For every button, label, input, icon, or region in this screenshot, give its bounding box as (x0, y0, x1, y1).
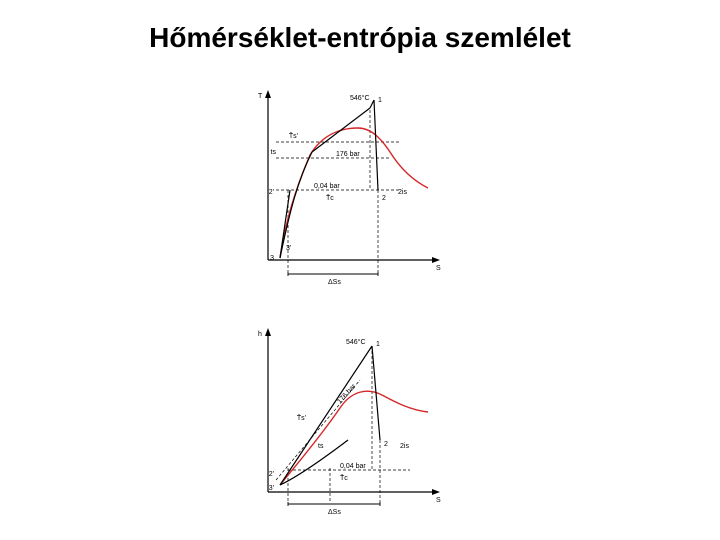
label-3p: 3' (286, 245, 291, 252)
label-2p: 2' (269, 189, 274, 196)
label-deltaSs: ΔSs (328, 509, 341, 516)
label-2: 2 (382, 195, 386, 202)
hs-diagram: h S 546°C 1 T̄s' ts 176 bar 0,04 bar T̄c… (240, 320, 460, 525)
label-2is: 2is (400, 443, 409, 450)
label-ts: ts (318, 443, 324, 450)
label-2p: 2' (269, 471, 274, 478)
page-title: Hőmérséklet-entrópia szemlélet (0, 22, 720, 54)
delta-s-bracket (288, 502, 380, 506)
label-temp: 546°C (346, 338, 366, 346)
label-2: 2 (384, 441, 388, 448)
x-axis-label: S (436, 497, 441, 504)
label-p-top: 176 bar (336, 151, 360, 158)
delta-s-bracket (288, 272, 378, 276)
y-axis-label: h (258, 331, 262, 338)
label-point1: 1 (378, 97, 382, 104)
label-tcbar: T̄c (340, 474, 348, 482)
label-2is: 2is (398, 189, 407, 196)
label-tsbar: T̄s' (289, 132, 298, 140)
label-ts: ts (271, 149, 277, 156)
axes (265, 90, 440, 263)
label-deltaSs: ΔSs (328, 279, 341, 286)
label-point1: 1 (376, 341, 380, 348)
y-axis-label: T (258, 93, 263, 100)
chart-labels: T S 546°C 1 T̄s' ts 176 bar 0,04 bar T̄c… (258, 93, 441, 286)
label-p-bot: 0,04 bar (314, 183, 340, 190)
label-tsbar: T̄s' (297, 414, 306, 422)
label-p-bot: 0,04 bar (340, 463, 366, 470)
ts-diagram: T S 546°C 1 T̄s' ts 176 bar 0,04 bar T̄c… (240, 80, 460, 295)
label-tcbar: T̄c (326, 194, 334, 202)
process-lines (280, 100, 378, 258)
label-3p: 3' (269, 485, 274, 492)
saturation-curve (280, 391, 428, 485)
label-3: 3 (270, 255, 274, 262)
x-axis-label: S (436, 265, 441, 272)
chart-labels: h S 546°C 1 T̄s' ts 176 bar 0,04 bar T̄c… (258, 331, 441, 516)
label-temp: 546°C (350, 94, 370, 102)
